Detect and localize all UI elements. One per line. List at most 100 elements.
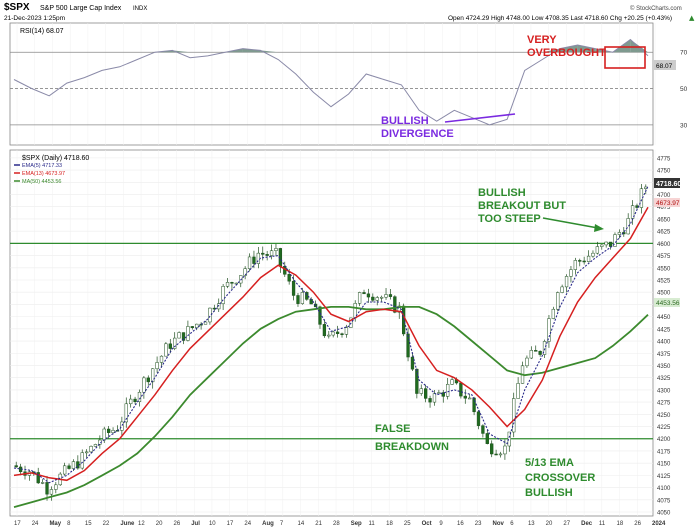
ma50-tag-bg — [654, 298, 680, 307]
last-price-tag-bg — [654, 178, 680, 188]
candle-up — [177, 332, 181, 339]
candle-up — [49, 489, 54, 495]
rsi-tick-label: 30 — [680, 122, 688, 129]
x-tick-label: 22 — [103, 521, 110, 527]
rsi-tick-label: 70 — [680, 50, 688, 57]
candle-up — [595, 246, 600, 254]
crossover-label-line2: CROSSOVER — [525, 472, 595, 484]
rsi-panel: RSI(14) 68.07 70 50 30 68.07 VERY OVERBOUG… — [9, 22, 688, 146]
x-tick-label: 2024 — [652, 521, 666, 527]
price-tick-label: 4275 — [657, 401, 671, 407]
x-tick-label: 13 — [528, 521, 535, 527]
price-tick-label: 4550 — [657, 266, 671, 272]
x-tick-label: 7 — [280, 521, 284, 527]
chart-index-name: S&P 500 Large Cap Index — [40, 5, 122, 12]
candle-up — [173, 337, 177, 349]
price-legend: EMA(5) 4717.33 EMA(13) 4673.97 MA(50) 4453… — [14, 163, 65, 185]
candle-down — [230, 282, 234, 284]
ema13-tag: 4673.97 — [656, 200, 680, 207]
candle-up — [129, 398, 133, 405]
candle-up — [573, 260, 578, 270]
x-tick-label: 28 — [333, 521, 340, 527]
chart-exchange: INDX — [133, 6, 147, 12]
x-tick-label: Jul — [191, 521, 200, 527]
x-tick-label: 15 — [85, 521, 92, 527]
candle-down — [318, 306, 322, 325]
candle-up — [419, 388, 423, 394]
candle-down — [133, 398, 137, 402]
candle-up — [613, 234, 617, 247]
price-tick-label: 4700 — [657, 193, 671, 199]
candle-up — [234, 282, 238, 285]
candle-up — [600, 244, 604, 247]
candle-up — [639, 188, 644, 208]
candle-up — [357, 292, 362, 304]
candle-up — [560, 286, 564, 293]
x-tick-label: 20 — [546, 521, 553, 527]
x-tick-label: 16 — [457, 521, 464, 527]
candle-down — [534, 350, 538, 352]
price-tick-label: 4400 — [657, 340, 671, 346]
candle-up — [102, 428, 106, 441]
candle-up — [274, 248, 278, 252]
candle-down — [335, 331, 340, 334]
price-tick-label: 4050 — [657, 511, 671, 517]
price-tick-label: 4775 — [657, 156, 671, 162]
candle-down — [287, 274, 291, 282]
candle-down — [463, 395, 467, 399]
rsi-legend: RSI(14) 68.07 — [20, 28, 64, 35]
x-tick-label: 14 — [298, 521, 305, 527]
price-tick-label: 4450 — [657, 315, 671, 321]
candle-up — [62, 465, 67, 475]
candle-up — [155, 362, 159, 370]
candle-up — [71, 461, 76, 469]
candle-up — [379, 296, 384, 299]
candle-down — [490, 443, 494, 455]
price-tick-label: 4650 — [657, 217, 671, 223]
breakdown-label-line2: BREAKDOWN — [375, 441, 449, 453]
candle-up — [626, 218, 630, 235]
x-tick-label: 21 — [315, 521, 322, 527]
candle-up — [450, 379, 454, 385]
candle-up — [243, 268, 247, 276]
last-price-tag: 4718.60 — [656, 181, 681, 188]
candle-down — [388, 294, 393, 297]
overbought-box — [604, 46, 646, 69]
candle-up — [468, 397, 472, 400]
x-tick-label: 18 — [386, 521, 393, 527]
price-tick-label: 4225 — [657, 425, 671, 431]
candle-down — [190, 326, 194, 328]
candle-down — [291, 280, 296, 296]
breakout-label-line1: BULLISH — [478, 187, 526, 199]
legend-item: MA(50) 4453.56 — [22, 179, 61, 185]
divergence-label-line1: BULLISH — [381, 115, 429, 127]
candle-down — [538, 350, 542, 355]
x-tick-label: Dec — [581, 521, 593, 527]
overbought-label-line2: OVERBOUGHT — [527, 47, 606, 59]
divergence-label-line2: DIVERGENCE — [381, 128, 454, 140]
breakout-arrow-head — [594, 224, 604, 232]
x-tick-label: 8 — [67, 521, 71, 527]
candle-up — [446, 384, 450, 397]
candle-up — [93, 444, 98, 447]
breakout-arrow-line — [542, 217, 599, 229]
x-axis-labels: 17 24 May 8 15 22 June 12 20 26 Jul 10 17 24 Aug 7 14 21 2… — [14, 521, 666, 527]
candle-up — [547, 318, 551, 342]
price-tick-label: 4175 — [657, 449, 671, 455]
candle-down — [340, 333, 344, 335]
candle-up — [503, 445, 507, 455]
candle-down — [424, 388, 428, 399]
candle-down — [36, 472, 40, 484]
candle-down — [582, 260, 586, 263]
candle-up — [586, 255, 591, 262]
candle-up — [327, 334, 331, 337]
candle-up — [604, 241, 608, 246]
watermark: © StockCharts.com — [630, 5, 682, 12]
x-tick-label: 18 — [617, 521, 624, 527]
candle-up — [221, 286, 225, 304]
rsi-tick-labels: 70 50 30 — [680, 50, 688, 130]
candle-down — [459, 382, 463, 397]
price-tick-label: 4075 — [657, 498, 671, 504]
x-tick-label: 25 — [404, 521, 411, 527]
